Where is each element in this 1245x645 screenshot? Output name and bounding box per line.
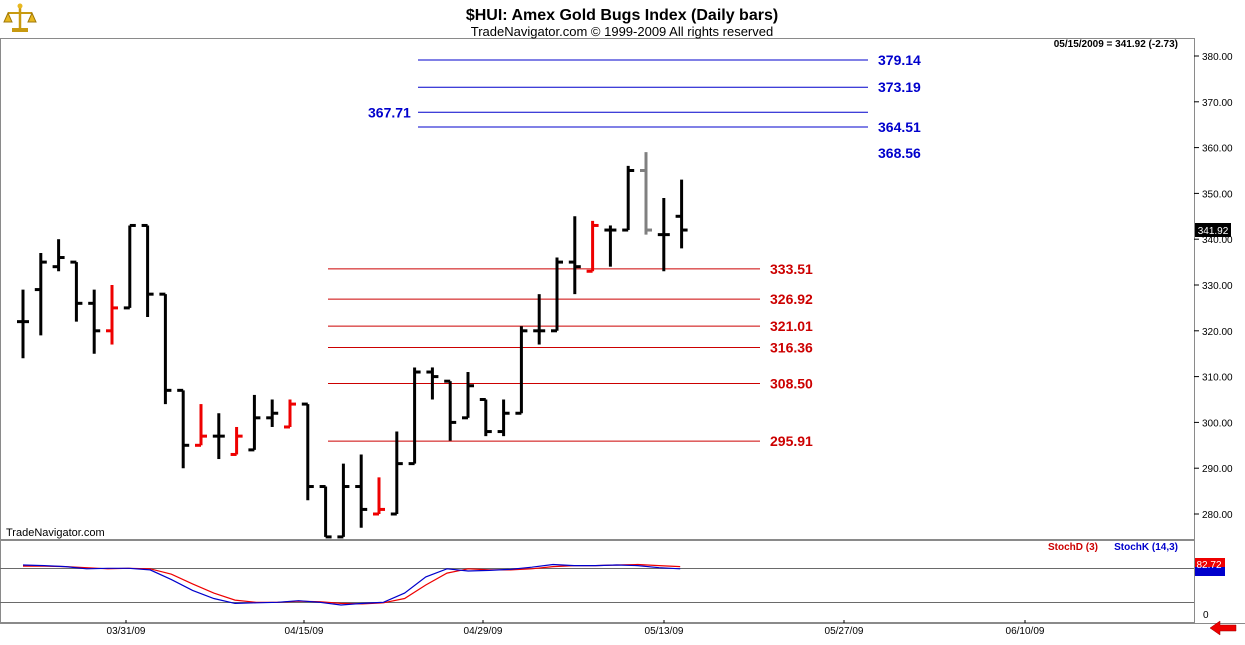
fib-levels: 379.14 373.19 367.71 364.51 368.56 333.51 326.…: [328, 52, 921, 449]
chart-subtitle: TradeNavigator.com © 1999-2009 All right…: [471, 24, 773, 39]
ohlc-bar: [337, 463, 350, 539]
stoch-value-tag: 82.72: [1195, 558, 1225, 576]
y-tick-label: 310.00: [1202, 373, 1233, 384]
x-tick-label: 03/31/09: [107, 626, 146, 637]
x-tick-label: 06/10/09: [1006, 626, 1045, 637]
ohlc-bar: [195, 404, 207, 447]
indicator-panel-frame: [0, 540, 1195, 623]
x-tick-label: 04/15/09: [285, 626, 324, 637]
ohlc-bar: [551, 257, 563, 333]
stoch-k-line: [22, 563, 681, 606]
ohlc-bar: [52, 239, 65, 272]
x-tick-label: 05/13/09: [645, 626, 684, 637]
stochastic-lines: [22, 563, 681, 606]
upper-level-label: 373.19: [878, 79, 921, 95]
date-axis: 03/31/09 04/15/09 04/29/09 05/13/09 05/27/09…: [107, 620, 1045, 637]
lower-level-label: 308.50: [770, 375, 813, 391]
ohlc-bar: [390, 431, 403, 516]
ohlc-bar: [34, 252, 47, 336]
ohlc-bar: [266, 399, 279, 427]
chart-title: $HUI: Amex Gold Bugs Index (Daily bars): [466, 7, 778, 24]
ohlc-bar: [479, 398, 492, 437]
ohlc-bar: [141, 223, 154, 318]
watermark: TradeNavigator.com: [6, 527, 105, 539]
lower-level-label: 321.01: [770, 318, 813, 334]
upper-level-label: 367.71: [368, 104, 411, 120]
y-tick-label: 350.00: [1202, 189, 1233, 200]
ohlc-bar: [444, 379, 457, 441]
price-panel-frame: [0, 38, 1195, 540]
ohlc-bar: [657, 197, 670, 272]
ohlc-bar: [355, 454, 368, 528]
ohlc-bar: [284, 399, 296, 429]
ohlc-bar: [17, 289, 29, 359]
y-tick-label: 280.00: [1202, 510, 1233, 521]
y-tick-label: 290.00: [1202, 464, 1233, 475]
ohlc-bar: [212, 413, 225, 460]
ohlc-bar: [586, 220, 599, 273]
y-tick-label: 370.00: [1202, 98, 1233, 109]
lower-level-label: 326.92: [770, 291, 813, 307]
ohlc-bar: [301, 402, 314, 501]
x-tick-label: 05/27/09: [825, 626, 864, 637]
ohlc-bar: [106, 285, 118, 345]
ohlc-bar: [497, 399, 510, 437]
upper-level-label: 364.51: [878, 119, 921, 135]
stoch-d-label: StochD (3): [1048, 542, 1098, 553]
ohlc-bar: [159, 292, 172, 405]
x-tick-label: 04/29/09: [464, 626, 503, 637]
left-arrow-icon[interactable]: [1209, 620, 1237, 636]
y-tick-label: 380.00: [1202, 52, 1233, 63]
svg-text:341.92: 341.92: [1198, 226, 1229, 237]
ohlc-bar: [426, 367, 439, 400]
ohlc-bar: [177, 388, 190, 469]
lower-level-label: 316.36: [770, 339, 813, 355]
price-axis: 280.00 290.00 300.00 310.00 320.00 330.00 340.…: [1194, 52, 1233, 521]
lower-level-label: 333.51: [770, 261, 813, 277]
upper-level-label: 368.56: [878, 145, 921, 161]
last-price-tag: 341.92: [1195, 223, 1231, 237]
ohlc-bar: [408, 367, 421, 466]
stoch-d-line: [23, 563, 681, 605]
ohlc-bar: [462, 372, 474, 420]
y-tick-label: 320.00: [1202, 327, 1233, 338]
ohlc-bar: [640, 152, 652, 235]
ohlc-bar: [70, 260, 83, 322]
ohlc-bar: [319, 485, 332, 539]
ohlc-bar: [675, 179, 688, 249]
ohlc-bar: [123, 223, 136, 310]
svg-text:82.72: 82.72: [1196, 560, 1221, 571]
ohlc-bar: [604, 225, 617, 267]
upper-level-label: 379.14: [878, 52, 921, 68]
y-tick-label: 360.00: [1202, 144, 1233, 155]
y-tick-label: 300.00: [1202, 418, 1233, 429]
stoch-k-label: StochK (14,3): [1114, 542, 1178, 553]
ohlc-bar: [622, 165, 635, 232]
lower-level-label: 295.91: [770, 433, 813, 449]
ohlc-bar: [533, 294, 546, 345]
ohlc-bar: [248, 394, 261, 452]
ohlc-bar: [230, 426, 243, 456]
scales-icon: [3, 3, 37, 32]
y-tick-label: 340.00: [1202, 235, 1233, 246]
ohlc-bar: [568, 216, 581, 295]
ohlc-bar: [515, 326, 528, 415]
stoch-zero-label: 0: [1203, 610, 1209, 621]
y-tick-label: 330.00: [1202, 281, 1233, 292]
price-bars: [17, 152, 688, 539]
ohlc-bar: [373, 477, 385, 516]
last-quote: 05/15/2009 = 341.92 (-2.73): [1054, 39, 1178, 50]
ohlc-bar: [88, 289, 101, 354]
